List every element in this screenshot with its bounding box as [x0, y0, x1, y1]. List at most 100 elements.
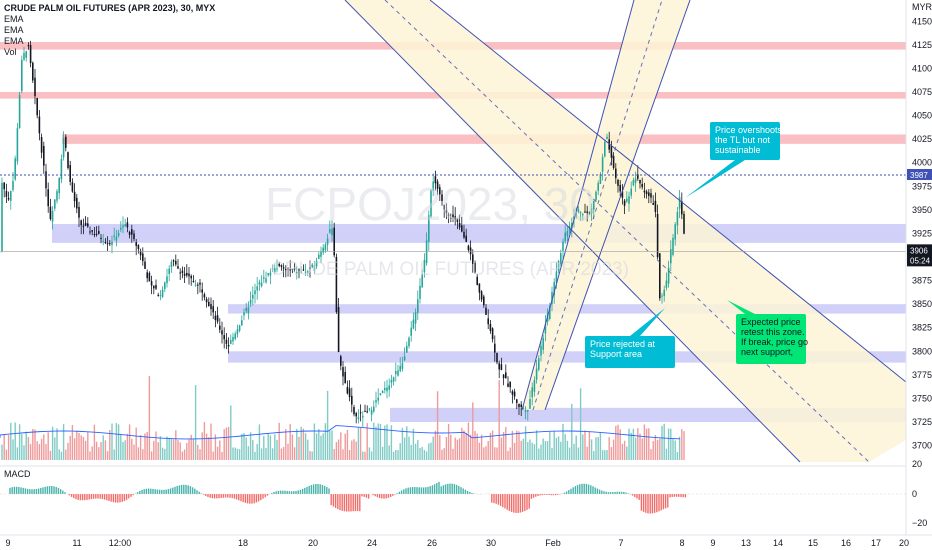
volume-bar	[247, 446, 250, 460]
volume-bar	[282, 446, 285, 460]
macd-histogram-bar	[541, 494, 544, 496]
macd-histogram-bar	[183, 484, 185, 494]
macd-histogram-bar	[172, 487, 174, 494]
candle-body	[663, 289, 665, 297]
candle-body	[258, 282, 261, 285]
macd-histogram-bar	[535, 494, 537, 497]
volume-bar	[351, 440, 353, 460]
macd-histogram-bar	[365, 494, 368, 498]
candle-body	[344, 372, 346, 384]
volume-bar	[474, 431, 476, 460]
volume-bar	[280, 448, 283, 460]
candle-body	[60, 158, 63, 180]
macd-histogram-bar	[425, 487, 427, 494]
macd-label[interactable]: MACD	[4, 469, 31, 479]
macd-histogram-bar	[469, 492, 471, 494]
candle-body	[643, 190, 646, 193]
candle-body	[227, 344, 230, 347]
macd-histogram-bar	[682, 494, 684, 498]
macd-histogram-bar	[625, 492, 627, 494]
candle-body	[351, 395, 353, 405]
candle-body	[656, 213, 659, 258]
macd-histogram-bar	[187, 485, 189, 494]
price-tick-label: 4075	[912, 87, 932, 97]
channel-line-outer	[344, 0, 801, 463]
macd-histogram-bar	[656, 494, 658, 513]
candle-body	[269, 272, 272, 276]
macd-histogram-bar	[462, 488, 464, 494]
candle-body	[304, 271, 307, 273]
indicator-volume[interactable]: Vol	[4, 47, 17, 57]
macd-histogram-bar	[196, 490, 198, 494]
candle-body	[300, 271, 302, 273]
volume-bar	[480, 434, 483, 460]
candle-body	[432, 181, 434, 191]
candle-body	[566, 231, 569, 237]
macd-histogram-bar	[295, 490, 297, 494]
macd-histogram-bar	[460, 487, 462, 494]
volume-bar	[579, 388, 582, 460]
volume-bar	[219, 440, 221, 460]
candle-body	[260, 282, 263, 287]
candle-body	[604, 141, 606, 157]
indicator-ema-1[interactable]: EMA	[4, 14, 24, 24]
candle-body	[298, 269, 300, 271]
volume-bar	[335, 442, 338, 460]
macd-histogram-bar	[227, 494, 229, 498]
indicator-ema-2[interactable]: EMA	[4, 25, 24, 35]
candle-body	[474, 262, 476, 273]
price-tick-label: 4050	[912, 111, 932, 121]
macd-histogram-bar	[290, 491, 293, 494]
macd-histogram-bar	[310, 485, 313, 494]
volume-bar	[188, 439, 190, 460]
macd-histogram-bar	[262, 494, 264, 499]
volume-bar	[652, 441, 654, 460]
indicator-ema-3[interactable]: EMA	[4, 36, 24, 46]
macd-histogram-bar	[288, 491, 291, 494]
macd-histogram-bar	[136, 492, 139, 494]
volume-bar	[681, 429, 683, 460]
macd-histogram-bar	[667, 494, 669, 508]
candle-body	[223, 335, 225, 340]
volume-bar	[535, 430, 538, 460]
candle-body	[210, 304, 212, 310]
candle-body	[428, 215, 430, 242]
time-tick-label: 15	[808, 538, 818, 548]
candle-body	[388, 385, 390, 390]
candle-body	[575, 212, 577, 217]
volume-bar	[386, 424, 388, 460]
macd-histogram-bar	[521, 494, 524, 512]
candle-body	[265, 278, 267, 283]
candle-body	[564, 232, 566, 242]
candle-body	[520, 404, 522, 407]
macd-histogram-bar	[328, 488, 330, 494]
macd-histogram-bar	[583, 483, 585, 494]
candle-body	[51, 211, 54, 222]
volume-bar	[340, 432, 342, 460]
macd-histogram-bar	[440, 486, 442, 494]
candle-body	[430, 190, 432, 217]
volume-bar	[615, 425, 617, 460]
volume-bar	[469, 434, 472, 460]
candle-body	[278, 263, 280, 266]
candle-body	[491, 328, 494, 340]
volume-bar	[450, 434, 452, 460]
candle-body	[406, 345, 408, 353]
macd-histogram-bar	[132, 494, 134, 496]
volume-bar	[672, 438, 674, 460]
macd-histogram-bar	[594, 487, 596, 494]
candle-body	[441, 194, 443, 201]
volume-bar	[643, 424, 646, 460]
volume-bar	[285, 429, 287, 460]
volume-bar	[621, 443, 624, 460]
volume-bar	[648, 428, 650, 460]
macd-histogram-bar	[502, 494, 504, 508]
candle-body	[507, 383, 509, 387]
macd-histogram-bar	[409, 487, 412, 494]
volume-bar	[137, 447, 140, 460]
volume-bar	[527, 442, 529, 460]
candle-body	[126, 222, 129, 228]
macd-histogram-bar	[235, 494, 238, 500]
candle-body	[450, 218, 452, 220]
